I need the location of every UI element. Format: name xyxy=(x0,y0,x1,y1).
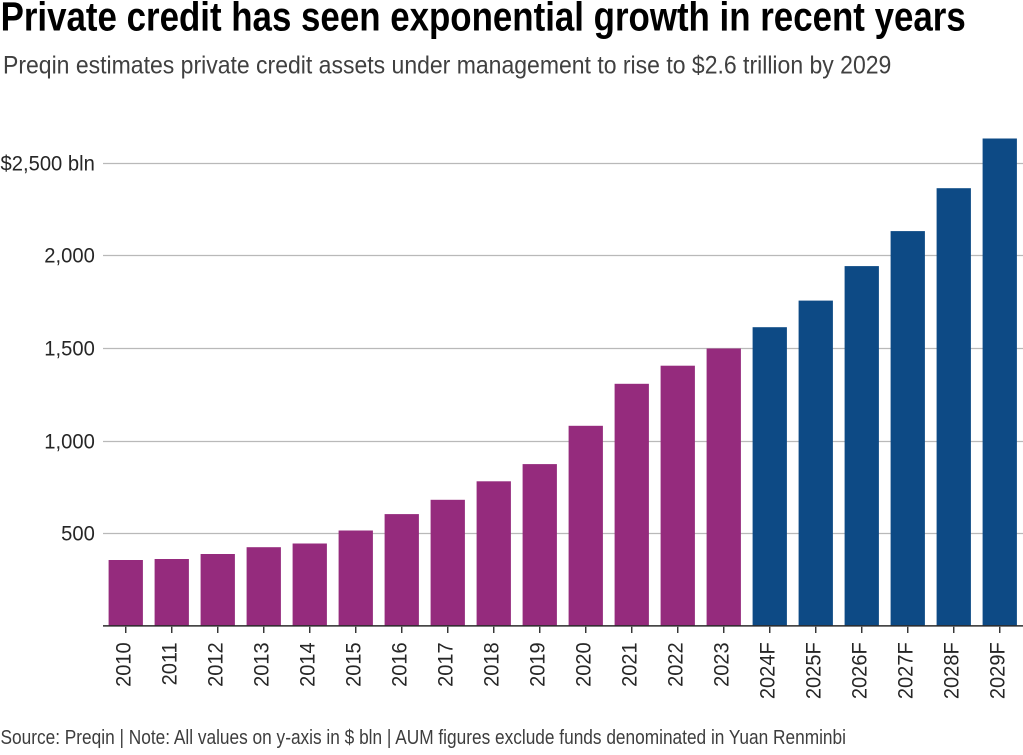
svg-text:Private credit has seen expone: Private credit has seen exponential grow… xyxy=(1,0,966,40)
svg-text:2024F: 2024F xyxy=(756,642,780,699)
svg-text:1,500: 1,500 xyxy=(44,337,94,361)
svg-text:2026F: 2026F xyxy=(848,642,872,699)
svg-text:2023: 2023 xyxy=(710,642,734,687)
svg-text:2011: 2011 xyxy=(158,642,182,685)
svg-text:2016: 2016 xyxy=(388,642,412,687)
svg-text:2029F: 2029F xyxy=(986,642,1010,699)
svg-text:500: 500 xyxy=(61,522,95,546)
svg-text:2020: 2020 xyxy=(572,642,596,687)
svg-text:2017: 2017 xyxy=(434,642,458,687)
svg-text:1,000: 1,000 xyxy=(44,430,94,454)
svg-text:2013: 2013 xyxy=(250,642,274,687)
svg-text:Source: Preqin | Note: All val: Source: Preqin | Note: All values on y-a… xyxy=(1,726,846,748)
svg-text:2021: 2021 xyxy=(618,642,642,687)
svg-text:2014: 2014 xyxy=(296,642,320,687)
svg-text:2028F: 2028F xyxy=(940,642,964,699)
svg-text:$2,500 bln: $2,500 bln xyxy=(1,152,95,176)
svg-text:2027F: 2027F xyxy=(894,642,918,699)
svg-text:2025F: 2025F xyxy=(802,642,826,699)
svg-text:2015: 2015 xyxy=(342,642,366,687)
svg-text:2010: 2010 xyxy=(112,642,136,687)
svg-text:Preqin estimates private credi: Preqin estimates private credit assets u… xyxy=(3,51,891,79)
svg-text:2,000: 2,000 xyxy=(44,244,94,268)
svg-text:2022: 2022 xyxy=(664,642,688,687)
svg-text:2012: 2012 xyxy=(204,642,228,687)
svg-text:2018: 2018 xyxy=(480,642,504,687)
svg-text:2019: 2019 xyxy=(526,642,550,687)
